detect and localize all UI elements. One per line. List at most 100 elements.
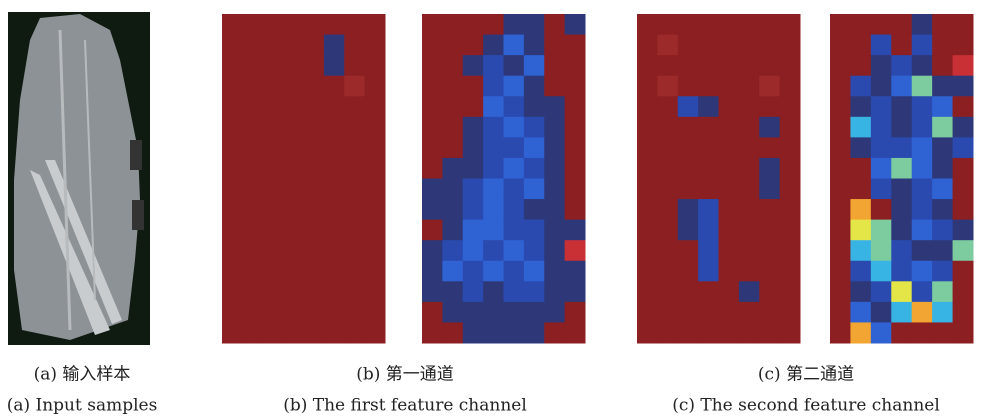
heatmap-cell bbox=[678, 14, 699, 35]
heatmap-cell bbox=[283, 96, 304, 117]
heatmap-cell bbox=[719, 76, 740, 97]
heatmap-cell bbox=[283, 14, 304, 35]
heatmap-cell bbox=[304, 179, 325, 200]
heatmap-cell bbox=[365, 96, 386, 117]
heatmap-cell bbox=[698, 220, 719, 241]
heatmap-cell bbox=[304, 117, 325, 138]
heatmap-cell bbox=[953, 261, 974, 282]
heatmap-cell bbox=[719, 35, 740, 56]
heatmap-cell bbox=[344, 322, 365, 343]
heatmap-cell bbox=[565, 261, 586, 282]
heatmap-cell bbox=[463, 179, 484, 200]
heatmap-cell bbox=[544, 322, 565, 343]
heatmap-cell bbox=[324, 281, 345, 302]
heatmap-cell bbox=[565, 35, 586, 56]
heatmap-cell bbox=[871, 302, 892, 323]
heatmap-cell bbox=[565, 117, 586, 138]
heatmap-cell bbox=[344, 96, 365, 117]
heatmap-cell bbox=[912, 14, 933, 35]
heatmap-cell bbox=[304, 35, 325, 56]
heatmap-cell bbox=[698, 261, 719, 282]
heatmap-cell bbox=[222, 137, 243, 158]
heatmap-cell bbox=[637, 137, 658, 158]
heatmap-cell bbox=[912, 35, 933, 56]
heatmap-cell bbox=[365, 179, 386, 200]
heatmap-cell bbox=[891, 35, 912, 56]
heatmap-cell bbox=[344, 35, 365, 56]
heatmap-cell bbox=[719, 137, 740, 158]
heatmap-cell bbox=[780, 137, 801, 158]
heatmap-cell bbox=[283, 322, 304, 343]
heatmap-cell bbox=[891, 240, 912, 261]
heatmap-cell bbox=[324, 76, 345, 97]
heatmap-cell bbox=[871, 76, 892, 97]
heatmap-cell bbox=[324, 96, 345, 117]
heatmap-cell bbox=[637, 261, 658, 282]
heatmap-cell bbox=[565, 302, 586, 323]
heatmap-cell bbox=[830, 281, 851, 302]
heatmap-cell bbox=[780, 179, 801, 200]
heatmap-cell bbox=[304, 55, 325, 76]
heatmap-cell bbox=[222, 158, 243, 179]
heatmap-cell bbox=[637, 302, 658, 323]
heatmap-cell bbox=[698, 55, 719, 76]
heatmap-cell bbox=[657, 137, 678, 158]
heatmap-cell bbox=[242, 96, 263, 117]
heatmap-cell bbox=[719, 55, 740, 76]
heatmap-cell bbox=[830, 261, 851, 282]
heatmap-cell bbox=[759, 199, 780, 220]
heatmap-cell bbox=[222, 220, 243, 241]
heatmap-cell bbox=[678, 137, 699, 158]
heatmap-cell bbox=[422, 76, 443, 97]
heatmap-cell bbox=[871, 117, 892, 138]
heatmap-cell bbox=[222, 76, 243, 97]
heatmap-cell bbox=[739, 179, 760, 200]
heatmap-cell bbox=[719, 199, 740, 220]
heatmap-cell bbox=[637, 220, 658, 241]
heatmap-cell bbox=[719, 14, 740, 35]
heatmap-cell bbox=[912, 96, 933, 117]
heatmap-cell bbox=[442, 76, 463, 97]
heatmap-cell bbox=[871, 55, 892, 76]
heatmap-cell bbox=[422, 117, 443, 138]
heatmap-cell bbox=[304, 14, 325, 35]
heatmap-cell bbox=[422, 96, 443, 117]
heatmap-cell bbox=[524, 281, 545, 302]
heatmap-cell bbox=[504, 322, 525, 343]
heatmap-cell bbox=[891, 261, 912, 282]
heatmap-cell bbox=[912, 76, 933, 97]
heatmap-cell bbox=[739, 240, 760, 261]
heatmap-cell bbox=[698, 179, 719, 200]
heatmap-cell bbox=[637, 55, 658, 76]
heatmap-cell bbox=[830, 96, 851, 117]
heatmap-cell bbox=[422, 158, 443, 179]
heatmap-cell bbox=[463, 322, 484, 343]
heatmap-cell bbox=[483, 55, 504, 76]
heatmap-cell bbox=[365, 35, 386, 56]
heatmap-cell bbox=[263, 261, 284, 282]
heatmap-cell bbox=[850, 55, 871, 76]
heatmap-cell bbox=[463, 14, 484, 35]
heatmap-cell bbox=[780, 55, 801, 76]
heatmap-cell bbox=[222, 302, 243, 323]
heatmap-cell bbox=[698, 322, 719, 343]
heatmap-cell bbox=[932, 179, 953, 200]
heatmap-cell bbox=[780, 261, 801, 282]
heatmap-cell bbox=[932, 55, 953, 76]
heatmap-cell bbox=[463, 240, 484, 261]
heatmap-cell bbox=[932, 76, 953, 97]
heatmap-cell bbox=[565, 179, 586, 200]
heatmap-cell bbox=[442, 137, 463, 158]
heatmap-cell bbox=[657, 158, 678, 179]
heatmap-cell bbox=[442, 96, 463, 117]
heatmap-cell bbox=[637, 240, 658, 261]
heatmap-cell bbox=[953, 199, 974, 220]
heatmap-cell bbox=[365, 240, 386, 261]
heatmap-cell bbox=[759, 55, 780, 76]
heatmap-cell bbox=[263, 199, 284, 220]
heatmap-cell bbox=[504, 179, 525, 200]
heatmap-cell bbox=[850, 96, 871, 117]
heatmap-cell bbox=[657, 199, 678, 220]
heatmap-cell bbox=[871, 261, 892, 282]
heatmap-cell bbox=[324, 179, 345, 200]
